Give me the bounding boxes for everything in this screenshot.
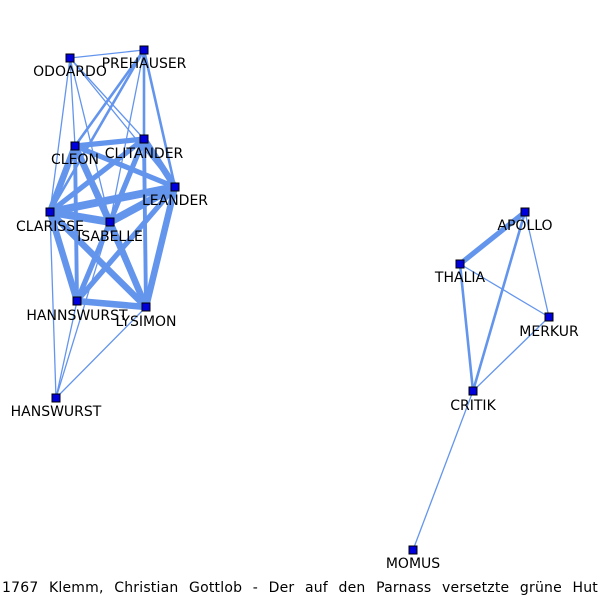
node-clarisse[interactable]	[45, 207, 55, 217]
edge-lysimon-hanswurst	[55, 306, 147, 399]
edge-critik-momus	[412, 390, 474, 551]
edge-prehauser-leander	[142, 48, 177, 189]
edge-thalia-critik	[458, 262, 475, 393]
graph-caption: 1767 Klemm, Christian Gottlob - Der auf …	[2, 580, 598, 596]
node-clitander[interactable]	[139, 134, 149, 144]
node-hanswurst[interactable]	[51, 393, 61, 403]
edge-odoardo-clarisse	[49, 57, 71, 213]
edge-cleon-clarisse	[46, 142, 79, 216]
edge-isabelle-lysimon	[106, 218, 150, 311]
node-label-apollo: APOLLO	[497, 218, 552, 234]
edge-hannswurst-lysimon	[73, 297, 150, 311]
node-label-prehauser: PREHAUSER	[102, 56, 187, 72]
edge-merkur-critik	[472, 316, 550, 392]
node-odoardo[interactable]	[65, 53, 75, 63]
node-label-merkur: MERKUR	[519, 324, 579, 340]
node-hannswurst[interactable]	[72, 296, 82, 306]
edge-isabelle-hanswurst	[55, 221, 111, 399]
edge-apollo-merkur	[524, 211, 550, 318]
edge-cleon-clitander	[72, 136, 147, 149]
edge-apollo-thalia	[457, 209, 528, 267]
node-label-momus: MOMUS	[386, 556, 440, 572]
node-lysimon[interactable]	[141, 302, 151, 312]
edge-layer	[46, 48, 550, 551]
node-leander[interactable]	[170, 182, 180, 192]
edge-odoardo-prehauser	[69, 49, 145, 59]
node-momus[interactable]	[408, 545, 418, 555]
edge-leander-isabelle	[106, 183, 179, 226]
edge-isabelle-hannswurst	[74, 219, 113, 304]
edge-prehauser-isabelle	[109, 49, 145, 223]
node-critik[interactable]	[468, 386, 478, 396]
node-label-lysimon: LYSIMON	[115, 314, 176, 330]
edge-leander-hannswurst	[74, 184, 178, 304]
edge-clarisse-hanswurst	[49, 211, 57, 399]
edge-cleon-hannswurst	[73, 144, 79, 303]
edge-clarisse-hannswurst	[46, 208, 81, 305]
edge-leander-lysimon	[142, 183, 179, 311]
node-prehauser[interactable]	[139, 45, 149, 55]
node-layer	[45, 45, 554, 555]
edge-hannswurst-hanswurst	[55, 300, 78, 399]
node-label-clitander: CLITANDER	[105, 146, 184, 162]
node-label-odoardo: ODOARDO	[33, 64, 107, 80]
edge-prehauser-cleon	[73, 48, 146, 148]
node-label-hannswurst: HANNSWURST	[26, 308, 128, 324]
node-label-clarisse: CLARISSE	[16, 219, 84, 235]
node-isabelle[interactable]	[105, 217, 115, 227]
node-label-leander: LEANDER	[142, 193, 208, 209]
node-label-thalia: THALIA	[434, 270, 486, 286]
node-label-hanswurst: HANSWURST	[11, 404, 102, 420]
edge-cleon-leander	[72, 143, 178, 190]
edge-odoardo-clitander	[69, 57, 145, 140]
node-label-cleon: CLEON	[51, 152, 99, 168]
edge-odoardo-cleon	[69, 57, 76, 147]
edge-thalia-merkur	[459, 263, 550, 318]
node-apollo[interactable]	[520, 207, 530, 217]
edge-apollo-critik	[471, 210, 527, 393]
node-thalia[interactable]	[455, 259, 465, 269]
edge-clitander-leander	[140, 135, 179, 191]
edge-clitander-clarisse	[47, 136, 147, 215]
node-label-isabelle: ISABELLE	[77, 229, 143, 245]
edge-odoardo-isabelle	[69, 57, 111, 223]
edge-clarisse-isabelle	[46, 208, 114, 226]
edge-prehauser-clarisse	[48, 48, 146, 214]
node-cleon[interactable]	[70, 141, 80, 151]
edge-leander-clarisse	[46, 183, 179, 216]
node-merkur[interactable]	[544, 312, 554, 322]
node-label-critik: CRITIK	[450, 398, 496, 414]
